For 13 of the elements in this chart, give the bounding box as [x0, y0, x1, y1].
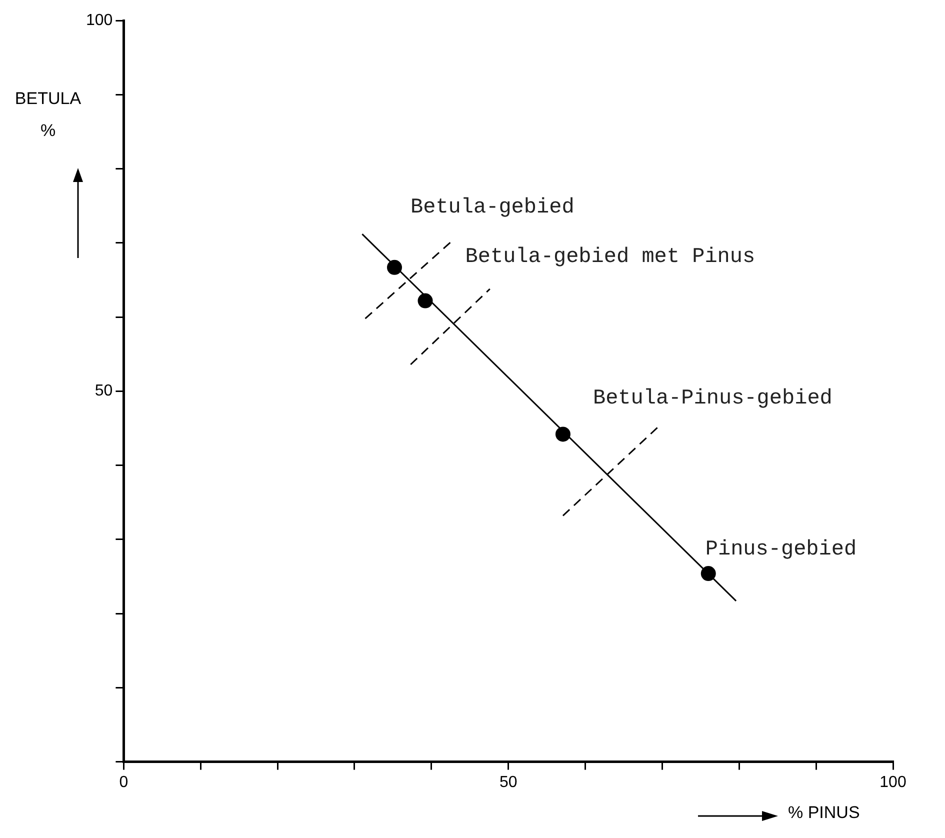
x-tick-label: 0 — [119, 774, 128, 791]
annotation: Pinus-gebied — [705, 538, 857, 562]
point — [700, 566, 716, 582]
annotation: Betula-Pinus-gebied — [592, 387, 832, 410]
x-axis-title: % PINUS — [788, 803, 860, 823]
point — [386, 260, 402, 275]
x-tick-label: 100 — [880, 774, 906, 791]
point — [555, 426, 570, 442]
y-axis-title: BETULA % — [14, 88, 82, 142]
point — [418, 293, 433, 308]
x-tick-label: 50 — [499, 774, 518, 791]
annotation: Betula-gebied — [410, 196, 574, 220]
annotation: Betula-gebied met Pinus — [465, 246, 756, 269]
